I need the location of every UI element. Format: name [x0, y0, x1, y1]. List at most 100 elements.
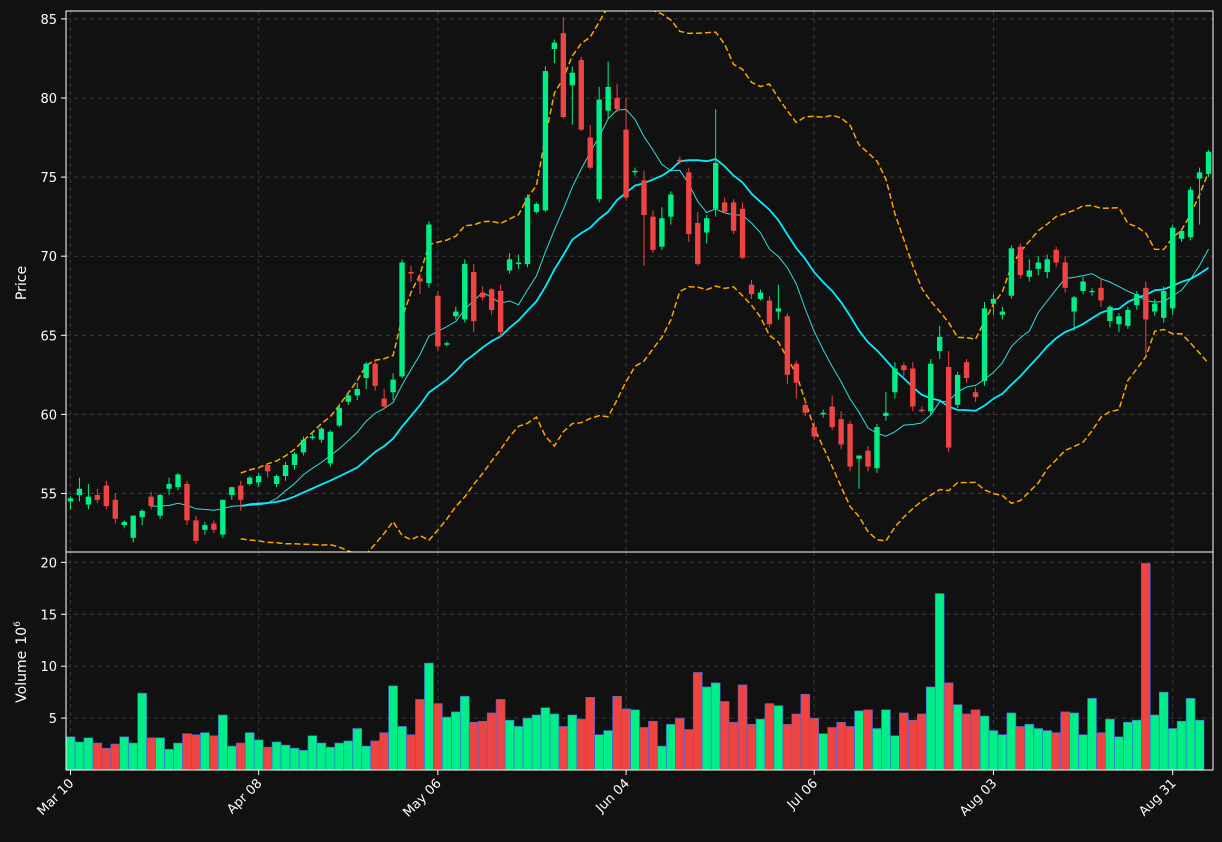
candle-body: [954, 374, 961, 405]
volume-bar: [334, 742, 345, 770]
volume-bar: [388, 685, 398, 770]
candle: [175, 472, 181, 491]
candle-body: [1044, 259, 1050, 273]
volume-bar: [872, 728, 882, 770]
candle-body: [712, 162, 719, 209]
candle-body: [300, 439, 307, 453]
volume-bar: [244, 732, 255, 770]
candle: [847, 420, 853, 472]
candle-body: [130, 515, 136, 538]
candle-body: [641, 180, 647, 216]
candle: [587, 124, 593, 170]
candle-body: [1053, 249, 1059, 263]
candle: [453, 306, 459, 320]
volume-bar: [925, 686, 936, 770]
candle-body: [1107, 306, 1113, 322]
volume-bar: [209, 735, 219, 770]
candle-body: [435, 295, 441, 347]
candle-body: [103, 485, 110, 507]
volume-bar: [66, 736, 76, 770]
volume-bar: [908, 719, 918, 770]
candle: [659, 207, 665, 250]
candle: [381, 389, 387, 410]
candle: [990, 294, 997, 315]
candle: [103, 480, 110, 510]
volume-bar: [1060, 711, 1070, 770]
candle: [1178, 229, 1185, 242]
candle-body: [354, 389, 360, 396]
candle: [229, 487, 235, 500]
volume-bar: [1132, 719, 1142, 770]
candle: [112, 493, 118, 524]
candle: [67, 496, 74, 510]
volume-bar: [916, 713, 927, 770]
candle: [695, 211, 701, 266]
volume-bar: [585, 697, 595, 770]
candle-body: [444, 343, 450, 345]
candle: [282, 461, 289, 481]
candle-body: [417, 278, 423, 282]
candle: [650, 210, 656, 254]
candle-body: [506, 259, 513, 271]
candle: [569, 66, 575, 125]
candle: [345, 393, 351, 405]
candle-body: [85, 496, 92, 505]
candle-body: [1062, 262, 1068, 288]
candle-body: [937, 336, 943, 352]
candle-body: [247, 477, 253, 484]
candle-body: [1071, 297, 1077, 312]
volume-bar: [576, 718, 587, 770]
volume-bar: [737, 684, 748, 770]
volume-bar: [746, 724, 757, 770]
candle-body: [497, 290, 504, 333]
candle-body: [1026, 270, 1032, 277]
candle-body: [865, 450, 871, 467]
candle-body: [793, 363, 800, 383]
price-ytick-label: 55: [40, 487, 57, 502]
candle: [354, 382, 360, 401]
volume-bar: [110, 743, 121, 770]
volume-bar: [1141, 563, 1151, 770]
candle: [121, 520, 127, 529]
candle-body: [650, 216, 656, 250]
candle-body: [847, 423, 853, 467]
volume-bar: [504, 719, 515, 770]
volume-bar: [271, 741, 282, 770]
volume-bar: [235, 742, 246, 770]
candle-body: [255, 476, 262, 483]
candle: [1080, 276, 1086, 295]
volume-bar: [934, 593, 945, 770]
candle: [1196, 167, 1203, 225]
volume-bar: [612, 695, 622, 770]
volume-bar: [397, 726, 407, 770]
candle-body: [112, 499, 118, 519]
volume-bar: [719, 701, 730, 770]
volume-bar: [289, 747, 300, 770]
candle-body: [972, 392, 979, 397]
candle: [166, 477, 172, 496]
volume-bar: [863, 709, 873, 770]
candle-body: [327, 431, 334, 464]
volume-bar: [191, 734, 201, 770]
volume-bar: [710, 682, 721, 770]
candle-body: [910, 368, 916, 407]
volume-bar: [603, 730, 613, 770]
candle-body: [1196, 172, 1203, 179]
price-panel: 55 60 65 70 75 80 85: [40, 10, 1214, 553]
candle: [1062, 256, 1068, 293]
candle: [462, 259, 468, 323]
candle-body: [748, 284, 755, 295]
candle: [829, 395, 835, 431]
volume-bar: [1006, 712, 1017, 770]
price-ytick-label: 85: [40, 13, 57, 28]
candle: [255, 472, 262, 488]
candle: [999, 306, 1006, 320]
candle-body: [157, 495, 163, 516]
volume-bar: [477, 720, 488, 770]
candle: [157, 493, 163, 519]
volume-bar: [809, 717, 820, 770]
candle-body: [148, 496, 154, 507]
candle: [273, 474, 280, 488]
volume-frame: [65, 551, 1214, 771]
candle-body: [668, 194, 674, 217]
